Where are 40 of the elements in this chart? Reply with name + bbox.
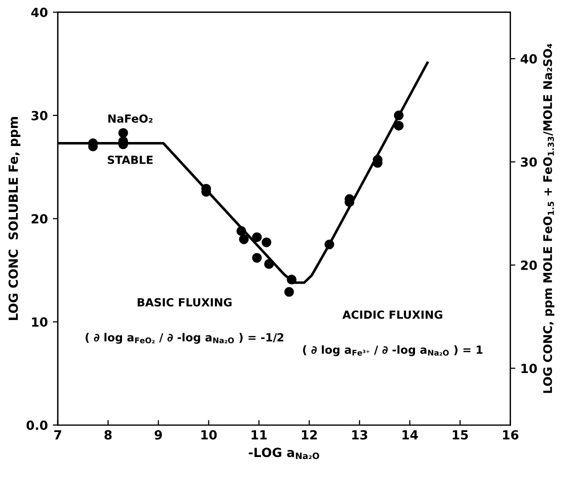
x-tick-label: 14 [402,430,418,440]
point [394,120,404,131]
x-tick-label: 7 [54,430,62,440]
x-tick-label: 12 [302,430,317,440]
x-tick-label: 8 [104,430,112,440]
point [262,238,272,248]
x-axis-title: -LOG a$_{Na₂O}$ [248,448,320,460]
annotation: BASIC FLUXING [138,298,232,306]
y-tick-label: 20 [32,214,48,224]
point [252,232,262,242]
x-tick-label: 13 [352,430,368,440]
point [118,128,128,138]
y-tick-label: 0.0 [26,420,48,430]
y-tick-label: 40 [31,8,48,18]
x-tick-label: 9 [154,430,162,440]
y2-tick-label: 10 [522,364,537,374]
point [264,259,274,269]
x-tick-label: 11 [252,430,267,440]
point [286,274,296,284]
x-tick-label: 10 [201,430,217,440]
point [238,234,249,244]
annotation: STABLE [108,156,153,164]
y2-tick-label: 30 [520,157,537,167]
x-tick-label: 16 [503,430,518,440]
point [236,226,246,236]
x-tick-label: 15 [452,430,468,440]
point [324,240,334,250]
point [284,287,294,297]
y-tick-label: 10 [32,317,48,327]
annotation: ( ∂ log a$_{FeO₂}$ / ∂ -log a$_{Na₂O}$ ) = -1/2 [86,332,284,344]
annotation: ACIDIC FLUXING [342,310,442,319]
y2-axis-title: LOG CONC, ppm MOLE FeO$_{1.5}$ + FeO$_{1.33}$/MOLE Na₂SO₄ [543,44,554,393]
point [394,110,404,120]
y2-tick-label: 20 [521,260,537,270]
y-tick-label: 30 [32,110,48,120]
annotation: ( ∂ log a$_{Fe³⁺}$ / ∂ -log a$_{Na₂O}$ ) = 1 [303,345,482,356]
y-axis-title: LOG CONC SOLUBLE Fe, ppm [8,117,20,320]
y2-tick-label: 40 [520,54,537,64]
point [252,252,262,263]
annotation: NaFeO₂ [108,114,152,123]
